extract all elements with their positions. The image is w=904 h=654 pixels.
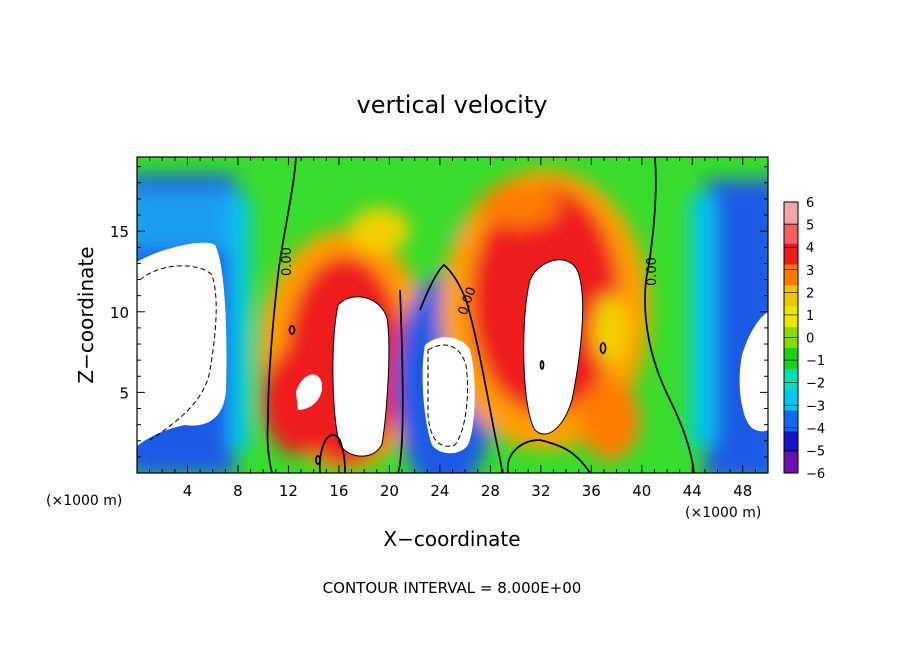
colorbar-label: 1 <box>806 309 814 324</box>
x-tick-label: 28 <box>481 482 500 500</box>
colorbar-swatch <box>784 306 798 328</box>
x-tick-label: 12 <box>279 482 298 500</box>
colorbar-label: 0 <box>806 332 814 347</box>
x-tick-label: 16 <box>329 482 348 500</box>
x-tick-label: 4 <box>183 482 193 500</box>
colorbar-label: 5 <box>806 219 814 234</box>
colorbar-swatch <box>784 222 798 245</box>
x-tick-label: 44 <box>683 482 702 500</box>
colorbar-label: −5 <box>806 444 825 459</box>
colorbar-swatch <box>784 410 798 432</box>
colorbar-swatch <box>784 347 798 370</box>
colorbar-swatch <box>784 202 798 224</box>
downdraft-core-3 <box>739 312 768 432</box>
colorbar-label: −2 <box>806 377 825 392</box>
updraft-core-2 <box>523 259 583 435</box>
contour-interval: CONTOUR INTERVAL = 8.000E+00 <box>323 579 582 597</box>
colorbar: 6 5 4 3 2 1 0 −1 −2 −3 −4 −5 −6 <box>783 196 825 482</box>
x-tick-label: 40 <box>632 482 651 500</box>
colorbar-swatch <box>784 452 798 474</box>
x-tick-label: 48 <box>733 482 752 500</box>
x-axis: 4 8 12 16 20 24 28 32 36 40 44 48 <box>149 157 756 500</box>
x-axis-unit: (×1000 m) <box>685 505 761 521</box>
downdraft-core-1 <box>137 242 227 446</box>
colorbar-swatch <box>784 389 798 411</box>
y-axis: 5 10 15 <box>110 166 768 458</box>
y-tick-label: 15 <box>110 223 129 241</box>
y-axis-label: Z−coordinate <box>74 246 98 383</box>
colorbar-swatch <box>784 243 798 266</box>
x-tick-label: 32 <box>531 482 550 500</box>
colorbar-swatch <box>784 285 798 307</box>
colorbar-label: 6 <box>806 196 814 211</box>
updraft-core-1 <box>332 296 389 457</box>
heatmap-field: 0.00 0.00 0.00 <box>137 157 768 473</box>
downdraft-core-2 <box>422 337 475 454</box>
x-tick-label: 24 <box>430 482 449 500</box>
colorbar-label: 4 <box>806 241 814 256</box>
colorbar-swatch <box>784 431 798 453</box>
colorbar-label: −3 <box>806 399 825 414</box>
x-tick-label: 8 <box>233 482 243 500</box>
chart-title: vertical velocity <box>357 91 548 119</box>
x-axis-label: X−coordinate <box>383 527 520 551</box>
y-tick-label: 5 <box>119 384 129 402</box>
colorbar-label: 2 <box>806 286 814 301</box>
colorbar-label: −4 <box>806 422 825 437</box>
updraft-core-3 <box>296 374 323 410</box>
y-axis-unit: (×1000 m) <box>46 493 122 509</box>
colorbar-label: 3 <box>806 264 814 279</box>
colorbar-label: −1 <box>806 354 825 369</box>
colorbar-swatch <box>784 368 798 391</box>
contour-label: 0.00 <box>645 257 660 286</box>
y-tick-label: 10 <box>110 304 129 322</box>
x-tick-label: 36 <box>582 482 601 500</box>
x-tick-label: 20 <box>380 482 399 500</box>
colorbar-label: −6 <box>806 467 825 482</box>
contour-label: 0.00 <box>280 247 295 276</box>
colorbar-swatch <box>784 264 798 286</box>
